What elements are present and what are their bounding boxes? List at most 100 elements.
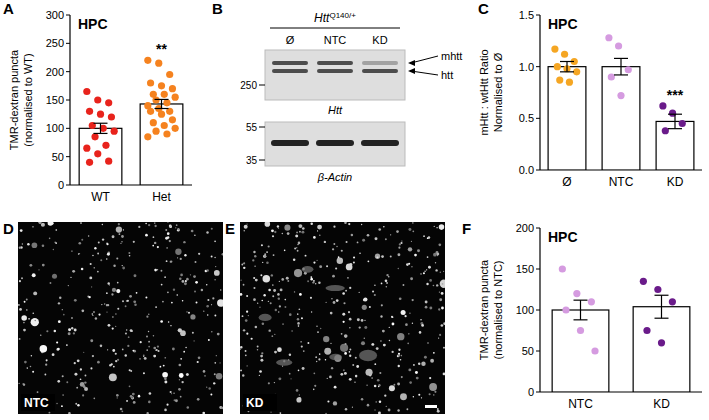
micrograph-speck bbox=[32, 371, 34, 373]
micrograph-speck bbox=[411, 241, 412, 242]
micrograph-speck bbox=[386, 286, 387, 287]
marker-label: 35 bbox=[246, 155, 258, 166]
micrograph-speck bbox=[58, 320, 61, 323]
data-point bbox=[102, 142, 109, 149]
micrograph-speck bbox=[272, 295, 274, 297]
micrograph-speck bbox=[435, 262, 436, 263]
data-point bbox=[108, 113, 115, 120]
micrograph-speck bbox=[408, 247, 412, 251]
micrograph-speck bbox=[164, 409, 167, 412]
micrograph-speck bbox=[265, 222, 271, 227]
micrograph-speck bbox=[259, 307, 260, 308]
micrograph-speck bbox=[58, 302, 60, 304]
micrograph-speck bbox=[160, 270, 162, 272]
micrograph-speck bbox=[388, 409, 391, 412]
micrograph-speck bbox=[214, 240, 216, 242]
data-point bbox=[169, 116, 176, 123]
micrograph-speck bbox=[324, 348, 331, 355]
micrograph-speck bbox=[155, 349, 156, 350]
micrograph-speck bbox=[145, 297, 147, 299]
micrograph-speck bbox=[443, 271, 444, 272]
micrograph-speck bbox=[168, 321, 169, 322]
micrograph-speck bbox=[357, 318, 360, 321]
micrograph-speck bbox=[435, 269, 437, 271]
micrograph-speck bbox=[433, 352, 435, 354]
band-htt bbox=[362, 69, 398, 73]
y-tick-label: 250 bbox=[46, 37, 64, 49]
micrograph-speck bbox=[206, 284, 208, 286]
micrograph-blob bbox=[259, 314, 272, 321]
micrograph-speck bbox=[272, 235, 274, 237]
micrograph-speck bbox=[19, 280, 21, 282]
micrograph-speck bbox=[398, 349, 400, 351]
micrograph-speck bbox=[180, 274, 183, 277]
micrograph-speck bbox=[408, 228, 411, 231]
micrograph-speck bbox=[349, 378, 352, 381]
micrograph-speck bbox=[55, 229, 57, 231]
micrograph-speck bbox=[397, 333, 404, 340]
micrograph-speck bbox=[74, 299, 77, 302]
micrograph-speck bbox=[391, 351, 393, 353]
micrograph-speck bbox=[392, 316, 394, 318]
micrograph-speck bbox=[172, 348, 175, 351]
micrograph-speck bbox=[63, 314, 65, 316]
y-tick-label: 150 bbox=[516, 263, 534, 275]
micrograph-speck bbox=[82, 394, 84, 396]
micrograph-speck bbox=[418, 363, 420, 365]
micrograph-speck bbox=[442, 283, 444, 285]
micrograph-speck bbox=[424, 356, 427, 359]
micrograph-speck bbox=[74, 373, 77, 376]
micrograph-speck bbox=[28, 318, 30, 320]
micrograph-speck bbox=[319, 353, 321, 355]
micrograph-speck bbox=[134, 303, 137, 306]
micrograph-speck bbox=[118, 223, 120, 225]
micrograph-speck bbox=[187, 406, 190, 409]
micrograph-speck bbox=[57, 348, 60, 351]
data-point bbox=[561, 51, 568, 58]
micrograph-speck bbox=[275, 309, 277, 311]
y-tick-label: 200 bbox=[46, 66, 64, 78]
marks bbox=[548, 34, 694, 170]
micrograph-speck bbox=[284, 225, 290, 231]
micrograph-speck bbox=[167, 291, 169, 293]
micrograph-speck bbox=[72, 270, 75, 273]
micrograph-speck bbox=[176, 224, 178, 226]
micrograph-speck bbox=[392, 323, 395, 326]
micrograph-speck bbox=[26, 309, 28, 311]
micrograph-speck bbox=[436, 253, 439, 256]
micrograph-speck bbox=[23, 383, 25, 385]
micrograph-speck bbox=[31, 355, 33, 357]
micrograph-speck bbox=[426, 283, 428, 285]
micrograph-speck bbox=[376, 401, 377, 402]
micrograph-speck bbox=[212, 297, 214, 299]
micrograph-speck bbox=[268, 245, 270, 247]
micrograph-speck bbox=[32, 226, 34, 228]
micrograph-speck bbox=[213, 382, 215, 384]
micrograph-speck bbox=[349, 287, 351, 289]
micrograph-speck bbox=[299, 308, 301, 310]
micrograph-speck bbox=[122, 300, 124, 302]
micrograph-speck bbox=[214, 257, 215, 258]
blot-label: β-Actin bbox=[317, 171, 352, 183]
micrograph-speck bbox=[170, 260, 172, 262]
micrograph-speck bbox=[272, 284, 274, 286]
micrograph-speck bbox=[375, 237, 378, 240]
y-tick bbox=[66, 15, 70, 16]
micrograph-speck bbox=[411, 266, 412, 267]
micrograph-speck bbox=[408, 368, 411, 371]
micrograph-speck bbox=[279, 412, 281, 414]
micrograph-speck bbox=[440, 271, 442, 273]
micrograph-speck bbox=[195, 281, 198, 284]
blot-membrane bbox=[265, 122, 405, 166]
micrograph-speck bbox=[19, 338, 21, 340]
micrograph-speck bbox=[316, 325, 318, 327]
micrograph-speck bbox=[389, 327, 390, 328]
micrograph-speck bbox=[107, 253, 110, 256]
micrograph-speck bbox=[354, 382, 355, 383]
micrograph-speck bbox=[362, 239, 365, 242]
micrograph-speck bbox=[98, 313, 100, 315]
micrograph-speck bbox=[352, 364, 354, 366]
data-point bbox=[94, 150, 101, 157]
micrograph-speck bbox=[88, 296, 90, 298]
micrograph-speck bbox=[34, 320, 36, 322]
